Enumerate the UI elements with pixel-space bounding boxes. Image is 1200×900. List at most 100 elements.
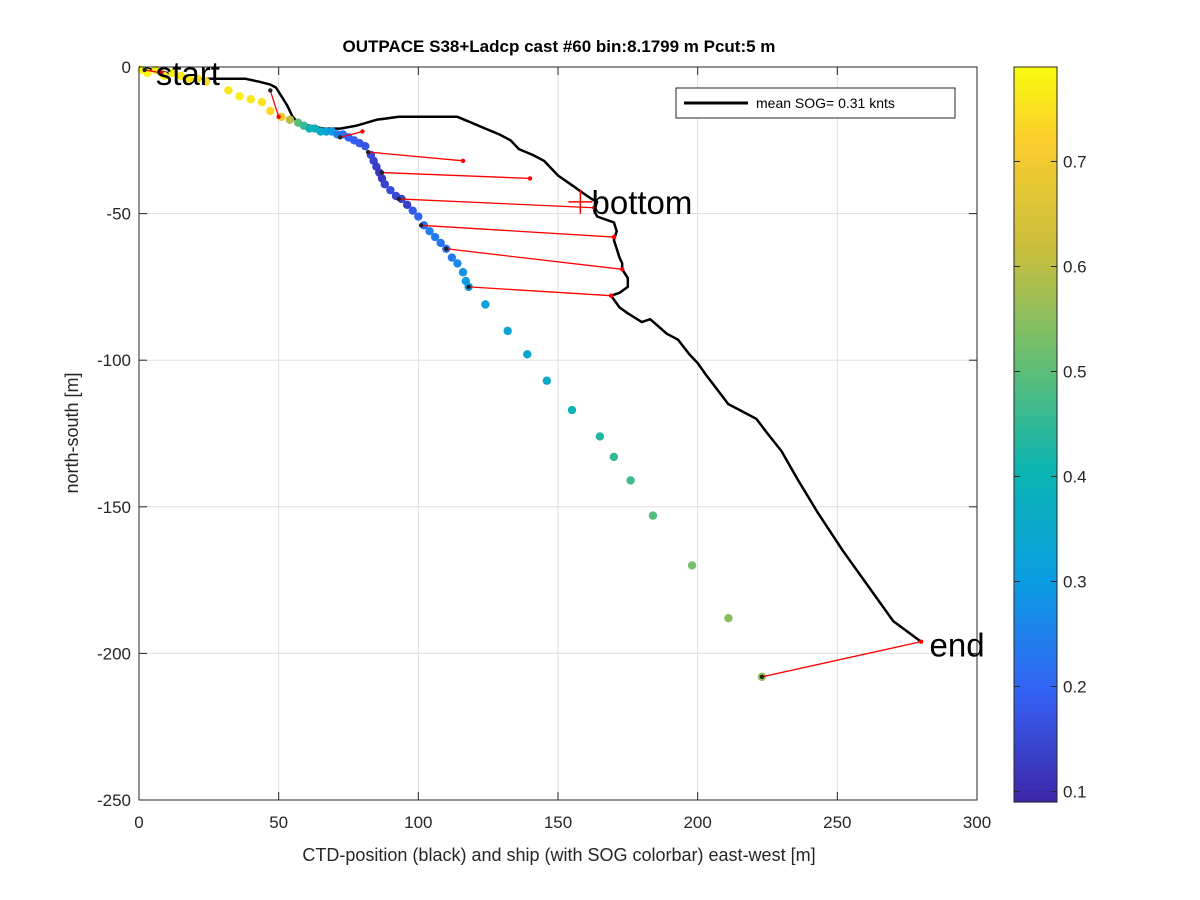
colorbar-segment <box>1014 97 1057 105</box>
colorbar-segment <box>1014 73 1057 80</box>
red-segment <box>144 69 162 74</box>
colorbar-segment <box>1014 685 1057 693</box>
colorbar-segment <box>1014 648 1057 656</box>
colorbar-segment <box>1014 538 1057 546</box>
ship-point <box>176 71 186 80</box>
colorbar-segment <box>1014 501 1057 509</box>
colorbar-segment <box>1014 67 1057 74</box>
colorbar-segment <box>1014 367 1057 374</box>
colorbar-segment <box>1014 452 1057 460</box>
ship-point <box>246 95 255 104</box>
colorbar-segment <box>1014 158 1057 166</box>
y-tick-label: -150 <box>97 498 131 517</box>
colorbar-segment <box>1014 673 1057 681</box>
ship-point <box>542 376 552 385</box>
colorbar-segment <box>1014 544 1057 552</box>
colorbar-segment <box>1014 189 1057 197</box>
colorbar-segment <box>1014 391 1057 399</box>
ship-point <box>447 253 457 262</box>
ship-point <box>408 206 417 215</box>
colorbar-segment <box>1014 244 1057 252</box>
segment-start-marker <box>466 284 471 290</box>
colorbar-segment <box>1014 324 1057 331</box>
colorbar: 0.1 0.2 0.3 0.4 0.5 0.6 0.7 <box>1013 66 1087 803</box>
colorbar-segment <box>1014 434 1057 442</box>
colorbar-segment <box>1014 612 1057 619</box>
colorbar-segment <box>1014 667 1057 674</box>
colorbar-segment <box>1014 599 1057 607</box>
segment-end-marker <box>276 114 281 120</box>
y-tick-label: -200 <box>97 644 131 663</box>
colorbar-segment <box>1014 569 1057 576</box>
colorbar-segment <box>1014 183 1057 191</box>
colorbar-tick-label: 0.2 <box>1063 678 1087 697</box>
ship-point <box>453 259 462 268</box>
colorbar-segment <box>1014 85 1057 93</box>
colorbar-segment <box>1014 410 1057 417</box>
colorbar-segment <box>1014 508 1057 515</box>
ship-point <box>458 268 468 277</box>
ship-point <box>687 561 697 570</box>
ship-point <box>503 326 512 336</box>
segment-start-marker <box>759 674 765 680</box>
colorbar-segment <box>1014 299 1057 307</box>
colorbar-segment <box>1014 330 1057 338</box>
colorbar-segment <box>1014 746 1057 754</box>
colorbar-segment <box>1014 440 1057 448</box>
ship-point <box>193 74 202 83</box>
x-tick-label: 200 <box>683 813 711 832</box>
axis-ticks: 0 50 100 150 200 250 300 0 -50 -100 -150 -200 -250 <box>97 58 991 832</box>
colorbar-segment <box>1014 734 1057 742</box>
colorbar-segment <box>1014 91 1057 99</box>
colorbar-segment <box>1014 642 1057 650</box>
segment-end-marker <box>620 267 625 272</box>
colorbar-segment <box>1014 679 1057 687</box>
annotation-end: end <box>930 627 985 664</box>
colorbar-segment <box>1014 165 1057 172</box>
segment-end-marker <box>918 639 924 644</box>
colorbar-segment <box>1014 140 1057 148</box>
y-tick-label: 0 <box>122 58 131 77</box>
colorbar-segment <box>1014 207 1057 215</box>
annotation-start: start <box>156 55 220 92</box>
ctd-track-line <box>138 65 922 643</box>
y-tick-label: -250 <box>97 791 131 810</box>
red-segment <box>367 151 464 162</box>
red-segments-layer <box>142 67 924 680</box>
colorbar-segment <box>1014 385 1057 393</box>
segment-start-marker <box>365 149 371 155</box>
colorbar-segment <box>1014 618 1057 625</box>
colorbar-segment <box>1014 348 1057 356</box>
ship-point <box>402 200 412 210</box>
segment-start-marker <box>142 67 147 73</box>
red-segment <box>468 286 612 297</box>
ctd-track-layer <box>138 65 922 643</box>
colorbar-segment <box>1014 795 1057 803</box>
colorbar-segment <box>1014 232 1057 240</box>
colorbar-segment <box>1014 250 1057 258</box>
ship-point <box>609 452 619 462</box>
colorbar-segment <box>1014 477 1057 485</box>
colorbar-segment <box>1014 722 1057 730</box>
ship-point <box>266 106 275 116</box>
ship-point <box>235 92 244 101</box>
ship-point <box>277 112 286 122</box>
ship-point <box>201 77 211 86</box>
colorbar-segment <box>1014 593 1057 601</box>
colorbar-segment <box>1014 771 1057 779</box>
colorbar-segment <box>1014 116 1057 123</box>
colorbar-segment <box>1014 195 1057 203</box>
colorbar-segment <box>1014 740 1057 748</box>
colorbar-segment <box>1014 581 1057 589</box>
colorbar-segment <box>1014 550 1057 558</box>
colorbar-segment <box>1014 704 1057 711</box>
colorbar-segment <box>1014 655 1057 662</box>
colorbar-segment <box>1014 428 1057 436</box>
colorbar-segment <box>1014 122 1057 129</box>
segment-end-marker <box>592 205 597 210</box>
colorbar-segment <box>1014 171 1057 178</box>
colorbar-segment <box>1014 753 1057 760</box>
colorbar-segment <box>1014 103 1057 111</box>
y-tick-label: -100 <box>97 351 131 370</box>
colorbar-segment <box>1014 557 1057 564</box>
